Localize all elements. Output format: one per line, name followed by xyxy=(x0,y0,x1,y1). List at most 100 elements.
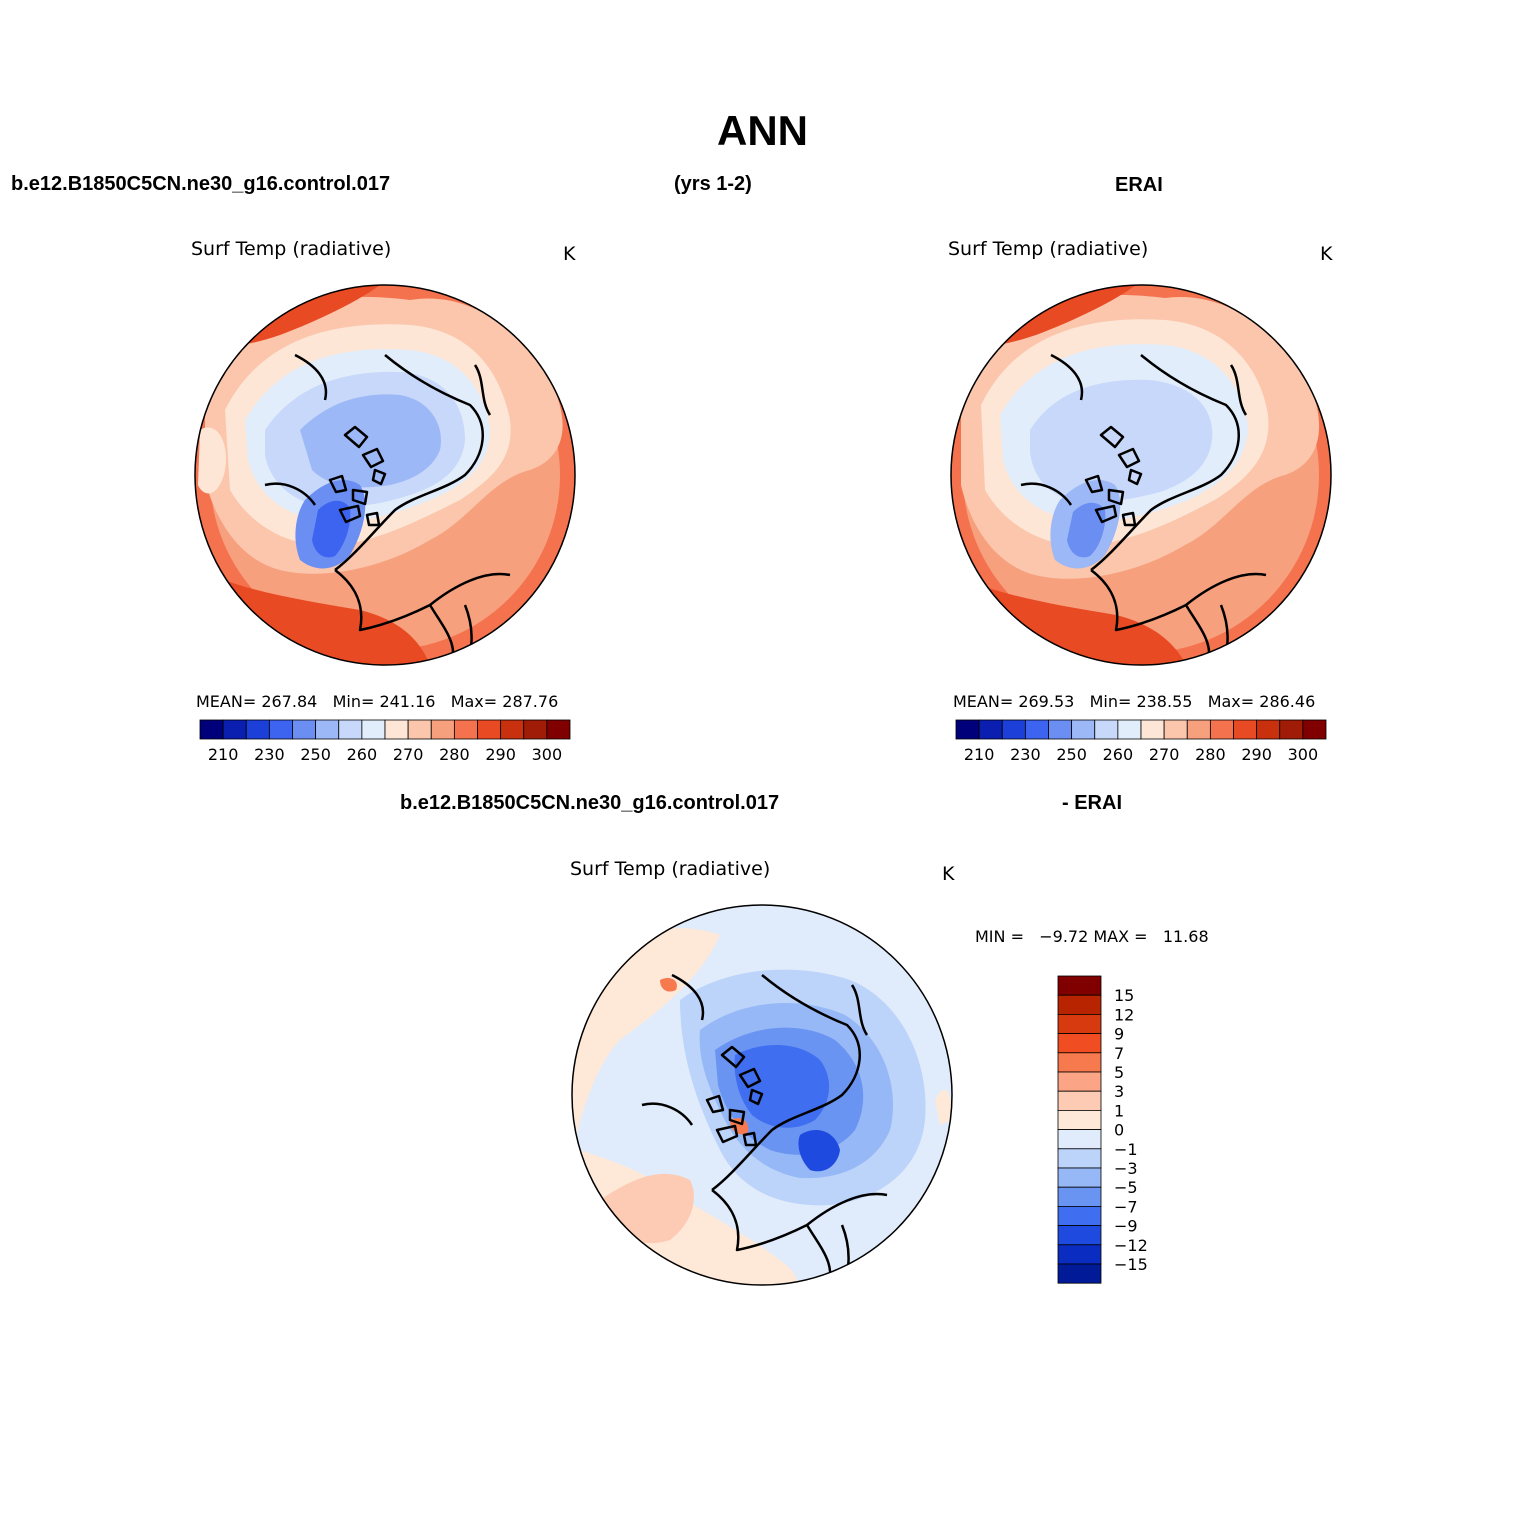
colorbar-swatch xyxy=(1057,1263,1102,1284)
panel-1-units: K xyxy=(563,243,576,265)
colorbar-swatch xyxy=(477,719,502,740)
colorbar-tick-label: 250 xyxy=(300,745,331,764)
colorbar-swatch xyxy=(1024,719,1049,740)
colorbar-tick-label: 300 xyxy=(532,745,563,764)
colorbar-tick-label: 260 xyxy=(1103,745,1134,764)
colorbar-swatch xyxy=(222,719,247,740)
colorbar-tick-label: 250 xyxy=(1056,745,1087,764)
colorbar-swatch xyxy=(1302,719,1327,740)
panel-2-map xyxy=(951,285,1331,665)
colorbar-tick-label: 290 xyxy=(485,745,516,764)
panel-3-map xyxy=(572,905,952,1285)
colorbar-tick-label: 230 xyxy=(1010,745,1041,764)
colorbar-swatch xyxy=(338,719,363,740)
colorbar-swatch xyxy=(1057,1148,1102,1169)
colorbar-swatch xyxy=(1057,1033,1102,1054)
colorbar-swatch xyxy=(1048,719,1073,740)
colorbar-tick-label: 270 xyxy=(1149,745,1180,764)
colorbar-tick-label: 0 xyxy=(1114,1121,1124,1140)
colorbar-swatch xyxy=(955,719,980,740)
panel-3-stats: MIN = −9.72 MAX = 11.68 xyxy=(975,927,1209,946)
colorbar-swatch xyxy=(1001,719,1026,740)
panel-3-title: Surf Temp (radiative) xyxy=(570,858,771,880)
colorbar-tick-label: 270 xyxy=(393,745,424,764)
colorbar-swatch xyxy=(245,719,270,740)
diff-ref-name: - ERAI xyxy=(1062,792,1122,814)
colorbar-tick-label: 300 xyxy=(1288,745,1319,764)
colorbar-swatch xyxy=(453,719,478,740)
colorbar-swatch xyxy=(268,719,293,740)
colorbar-swatch xyxy=(1140,719,1165,740)
colorbar-tick-label: −15 xyxy=(1114,1255,1148,1274)
colorbar-tick-label: 7 xyxy=(1114,1044,1124,1063)
diff-case-name: b.e12.B1850C5CN.ne30_g16.control.017 xyxy=(400,792,780,814)
colorbar-swatch xyxy=(1279,719,1304,740)
colorbar-swatch xyxy=(1057,1071,1102,1092)
panel-2-boundary xyxy=(950,284,1332,666)
colorbar-swatch xyxy=(199,719,224,740)
panel-3-units: K xyxy=(942,863,955,885)
colorbar-swatch xyxy=(546,719,571,740)
colorbar-tick-label: 15 xyxy=(1114,986,1134,1005)
colorbar-tick-label: 210 xyxy=(208,745,239,764)
colorbar-swatch xyxy=(1256,719,1281,740)
colorbar-swatch xyxy=(361,719,386,740)
panel-2-units: K xyxy=(1320,243,1333,265)
colorbar-tick-label: −5 xyxy=(1114,1178,1138,1197)
colorbar-tick-label: 260 xyxy=(347,745,378,764)
colorbar-swatch xyxy=(1163,719,1188,740)
colorbar-swatch xyxy=(384,719,409,740)
colorbar-swatch xyxy=(1233,719,1258,740)
colorbar-abs-1: 210 230 250 260 270 280 290 300 xyxy=(199,719,571,764)
colorbar-swatch xyxy=(1057,975,1102,996)
colorbar-tick-label: 230 xyxy=(254,745,285,764)
colorbar-swatch xyxy=(1057,1090,1102,1111)
panel-1-title: Surf Temp (radiative) xyxy=(191,238,392,260)
colorbar-swatch xyxy=(1071,719,1096,740)
colorbar-tick-label: −7 xyxy=(1114,1197,1138,1216)
colorbar-swatch xyxy=(1057,1206,1102,1227)
panel-1-stats: MEAN= 267.84 Min= 241.16 Max= 287.76 xyxy=(196,692,559,711)
colorbar-swatch xyxy=(1057,1110,1102,1131)
years-label: (yrs 1-2) xyxy=(674,173,752,195)
colorbar-swatch xyxy=(1117,719,1142,740)
colorbar-tick-label: 210 xyxy=(964,745,995,764)
colorbar-swatch xyxy=(1057,994,1102,1015)
colorbar-swatch xyxy=(430,719,455,740)
colorbar-tick-label: 3 xyxy=(1114,1082,1124,1101)
colorbar-swatch xyxy=(1094,719,1119,740)
colorbar-swatch xyxy=(523,719,548,740)
colorbar-swatch xyxy=(1209,719,1234,740)
reference-name: ERAI xyxy=(1115,174,1163,196)
colorbar-swatch xyxy=(1057,1225,1102,1246)
colorbar-tick-label: 290 xyxy=(1241,745,1272,764)
case-name: b.e12.B1850C5CN.ne30_g16.control.017 xyxy=(11,173,391,195)
colorbar-swatch xyxy=(978,719,1003,740)
panel-2-title: Surf Temp (radiative) xyxy=(948,238,1149,260)
panel-2-stats: MEAN= 269.53 Min= 238.55 Max= 286.46 xyxy=(953,692,1316,711)
colorbar-abs-2: 210 230 250 260 270 280 290 300 xyxy=(955,719,1327,764)
colorbar-swatch xyxy=(407,719,432,740)
colorbar-swatch xyxy=(1057,1129,1102,1150)
colorbar-swatch xyxy=(1057,1244,1102,1265)
colorbar-tick-label: −12 xyxy=(1114,1236,1148,1255)
colorbar-tick-label: 9 xyxy=(1114,1025,1124,1044)
colorbar-tick-label: −3 xyxy=(1114,1159,1138,1178)
colorbar-tick-label: 12 xyxy=(1114,1005,1134,1024)
colorbar-tick-label: 280 xyxy=(439,745,470,764)
colorbar-swatch xyxy=(1057,1186,1102,1207)
colorbar-swatch xyxy=(315,719,340,740)
panel-1-boundary xyxy=(194,284,576,666)
colorbar-tick-label: 5 xyxy=(1114,1063,1124,1082)
colorbar-tick-label: 1 xyxy=(1114,1101,1124,1120)
colorbar-swatch xyxy=(1057,1052,1102,1073)
panel-3-boundary xyxy=(571,904,953,1286)
panel-1-map xyxy=(195,285,575,665)
colorbar-tick-label: −9 xyxy=(1114,1217,1138,1236)
colorbar-tick-label: 280 xyxy=(1195,745,1226,764)
colorbar-swatch xyxy=(292,719,317,740)
colorbar-swatch xyxy=(1057,1014,1102,1035)
